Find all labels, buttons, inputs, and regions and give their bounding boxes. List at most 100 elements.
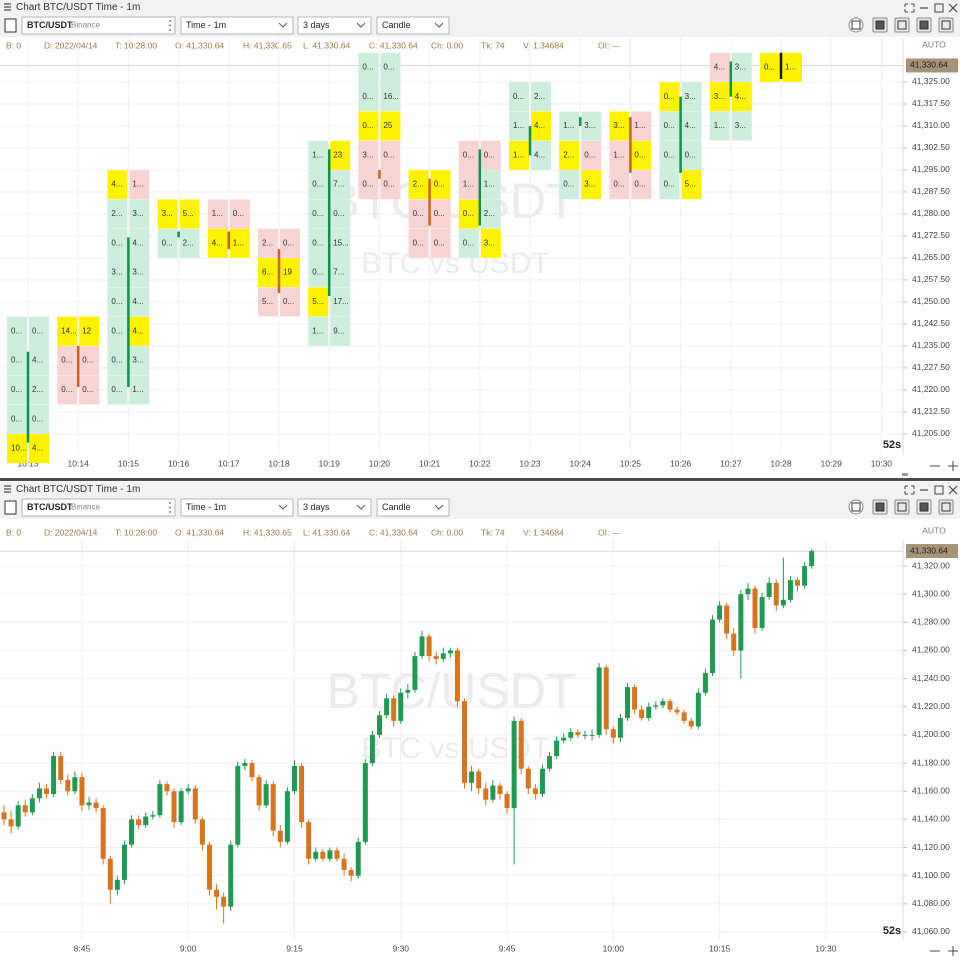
- info-item: Tk: 74: [481, 527, 505, 537]
- tool-button[interactable]: [938, 499, 954, 515]
- x-tick-label: 10:15: [118, 458, 140, 468]
- ask-volume: 12: [82, 326, 91, 335]
- ask-volume: 4...: [685, 121, 696, 130]
- bid-cell: [107, 258, 128, 288]
- tool-glyph: [919, 502, 929, 512]
- y-tick-label: 41,310.00: [912, 120, 950, 130]
- bid-cell: [609, 111, 630, 141]
- tool-button[interactable]: [938, 17, 954, 33]
- tool-button[interactable]: [848, 17, 864, 33]
- bid-volume: 0...: [111, 238, 122, 247]
- candle-body: [29, 798, 35, 813]
- candle-body: [610, 729, 616, 738]
- info-item: OI: ---: [598, 527, 620, 537]
- range-dropdown[interactable]: [297, 498, 372, 517]
- bid-cell: [7, 404, 27, 434]
- candle-body: [150, 815, 156, 817]
- candle-body: [773, 582, 779, 606]
- bid-cell: [509, 140, 529, 170]
- x-tick-label: 10:15: [709, 943, 731, 953]
- ask-cell: [631, 170, 652, 200]
- ask-volume: 4...: [735, 92, 746, 101]
- x-tick-label: 10:25: [620, 458, 642, 468]
- tool-button[interactable]: [894, 499, 910, 515]
- bid-volume: 0...: [61, 356, 72, 365]
- watermark-sub: BTC vs USDT: [361, 247, 549, 280]
- symbol-box[interactable]: [21, 16, 176, 35]
- candle-body: [369, 734, 375, 764]
- candle-body: [504, 794, 510, 809]
- bid-volume: 0...: [764, 62, 775, 71]
- candle-body: [710, 619, 715, 674]
- y-tick-label: 41,280.00: [912, 208, 950, 218]
- y-tick-label: 41,180.00: [912, 757, 950, 767]
- y-tick-label: 41,257.50: [912, 274, 950, 284]
- detach-button[interactable]: [904, 485, 915, 495]
- tool-button[interactable]: [894, 17, 910, 33]
- ask-volume: 0...: [434, 180, 445, 189]
- ask-volume: 2...: [534, 92, 545, 101]
- bid-volume: 0...: [463, 209, 474, 218]
- more-dots: [169, 506, 171, 509]
- tool-glyph: [897, 20, 907, 30]
- candle-body: [8, 819, 14, 827]
- ask-volume: 0...: [383, 62, 394, 71]
- bid-volume: 1...: [513, 121, 524, 130]
- candle-body: [490, 785, 496, 800]
- bid-volume: 0...: [11, 356, 22, 365]
- chevron: [434, 504, 444, 510]
- style-dropdown[interactable]: [376, 16, 450, 35]
- bid-cell: [7, 434, 27, 464]
- bid-cell: [7, 316, 27, 346]
- bid-volume: 6...: [262, 268, 273, 277]
- zoom-in[interactable]: [948, 946, 958, 956]
- info-item: OI: ---: [598, 40, 620, 50]
- detach-button[interactable]: [904, 3, 915, 13]
- timeframe-dropdown[interactable]: [180, 16, 294, 35]
- maximize-button[interactable]: [934, 485, 944, 495]
- candle-body: [532, 788, 538, 795]
- close-button[interactable]: [948, 485, 958, 495]
- maximize-button[interactable]: [934, 3, 944, 13]
- tool-glyph: [875, 502, 885, 512]
- bid-cell: [709, 52, 730, 82]
- auto-scale[interactable]: AUTO: [922, 39, 946, 49]
- candle-body: [653, 705, 659, 707]
- ask-cell: [330, 170, 351, 200]
- x-tick-label: 10:23: [519, 458, 541, 468]
- y-tick-label: 41,260.00: [912, 645, 950, 655]
- panel-toggle[interactable]: [4, 500, 17, 515]
- range-dropdown[interactable]: [297, 16, 372, 35]
- x-tick-label: 10:20: [369, 458, 391, 468]
- x-tick-label: 10:30: [871, 458, 893, 468]
- ask-cell: [430, 199, 451, 229]
- ask-cell: [79, 375, 100, 405]
- x-tick-label: 10:26: [670, 458, 692, 468]
- candle-body: [143, 816, 149, 826]
- y-tick-label: 41,140.00: [912, 814, 950, 824]
- info-item: Tk: 74: [481, 40, 505, 50]
- symbol-box[interactable]: [21, 498, 176, 517]
- bid-volume: 0...: [11, 385, 22, 394]
- ask-cell: [129, 375, 150, 405]
- bid-cell: [659, 82, 680, 112]
- range-label: 3 days: [303, 502, 330, 512]
- auto-scale[interactable]: AUTO: [922, 525, 946, 535]
- bid-cell: [509, 111, 529, 141]
- close-button[interactable]: [948, 3, 958, 13]
- bid-cell: [659, 140, 680, 170]
- candle-body: [447, 650, 453, 654]
- y-tick-label: 41,160.00: [912, 785, 950, 795]
- tool-button[interactable]: [848, 499, 864, 515]
- style-label: Candle: [382, 502, 411, 512]
- y-tick-label: 41,200.00: [912, 729, 950, 739]
- symbol: BTC/USDT: [27, 20, 73, 30]
- timeframe-dropdown[interactable]: [180, 498, 294, 517]
- style-dropdown[interactable]: [376, 498, 450, 517]
- x-tick-label: 9:45: [499, 943, 516, 953]
- zoom-in[interactable]: [948, 461, 958, 471]
- ask-volume: 0...: [82, 385, 93, 394]
- panel-toggle[interactable]: [4, 18, 17, 33]
- candle-body: [759, 597, 765, 628]
- ask-cell: [581, 170, 602, 200]
